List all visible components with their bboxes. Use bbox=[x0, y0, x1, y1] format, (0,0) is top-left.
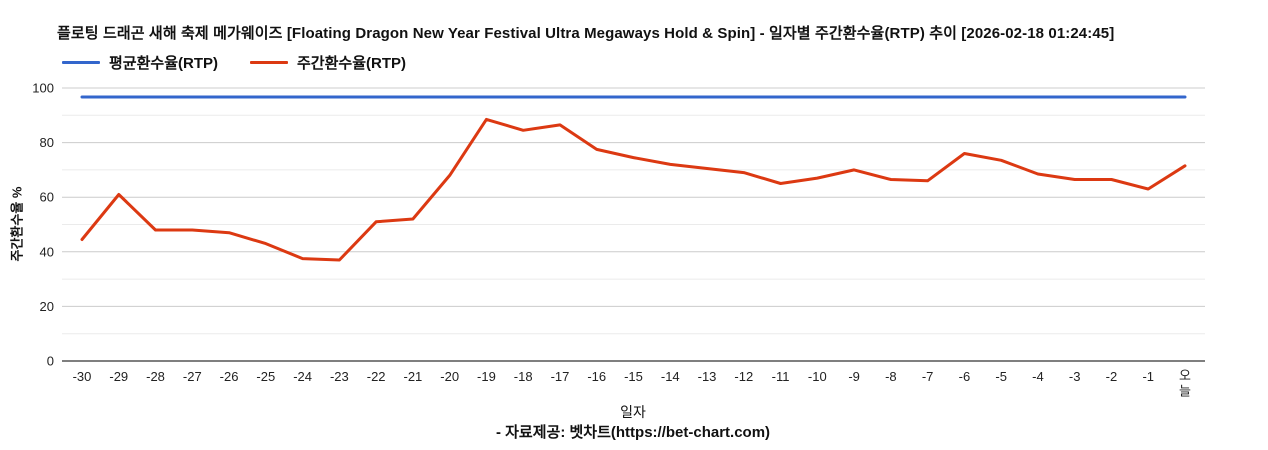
x-axis-tick-label: -12 bbox=[734, 369, 753, 384]
x-axis-tick-label: -6 bbox=[959, 369, 971, 384]
x-axis-tick-label: -10 bbox=[808, 369, 827, 384]
x-axis-tick-label: -28 bbox=[146, 369, 165, 384]
x-axis-tick-label: -30 bbox=[73, 369, 92, 384]
x-axis-tick-label: -18 bbox=[514, 369, 533, 384]
y-axis-tick-label: 80 bbox=[40, 135, 54, 150]
legend-item-weekly-rtp[interactable]: 주간환수율(RTP) bbox=[250, 52, 406, 73]
y-axis-tick-label: 60 bbox=[40, 190, 54, 205]
average-rtp-line-swatch-icon bbox=[62, 61, 100, 64]
x-axis-tick-label: -16 bbox=[587, 369, 606, 384]
x-axis-tick-label: -9 bbox=[848, 369, 860, 384]
y-axis-tick-label: 100 bbox=[32, 81, 54, 96]
x-axis-tick-label: -8 bbox=[885, 369, 897, 384]
x-axis-tick-label: -25 bbox=[256, 369, 275, 384]
y-axis-tick-label: 0 bbox=[47, 354, 54, 369]
y-axis-tick-label: 20 bbox=[40, 299, 54, 314]
x-axis-tick-label-today: 늘 bbox=[1179, 384, 1191, 399]
footer-credit: - 자료제공: 벳차트(https://bet-chart.com) bbox=[495, 424, 771, 441]
x-axis-tick-label: -26 bbox=[220, 369, 239, 384]
x-axis-tick-label: -2 bbox=[1106, 369, 1118, 384]
x-axis-tick-label: -23 bbox=[330, 369, 349, 384]
x-axis-tick-label: -14 bbox=[661, 369, 680, 384]
chart-title: 플로팅 드래곤 새해 축제 메가웨이즈 [Floating Dragon New… bbox=[57, 25, 1115, 42]
x-axis-tick-label: -7 bbox=[922, 369, 934, 384]
x-axis-tick-label: -22 bbox=[367, 369, 386, 384]
x-axis-tick-label-today: 오 bbox=[1179, 368, 1191, 383]
x-axis-tick-label: -20 bbox=[440, 369, 459, 384]
x-axis-tick-label: -11 bbox=[772, 369, 790, 384]
weekly-rtp-line-swatch-icon bbox=[250, 61, 288, 64]
legend-item-average-rtp[interactable]: 평균환수율(RTP) bbox=[62, 52, 218, 73]
weekly-rtp-line bbox=[80, 117, 1187, 262]
x-axis-tick-label: -27 bbox=[183, 369, 202, 384]
x-axis-tick-label: -3 bbox=[1069, 369, 1081, 384]
x-axis-tick-label: -4 bbox=[1032, 369, 1044, 384]
chart-legend: 평균환수율(RTP) 주간환수율(RTP) bbox=[62, 52, 406, 73]
x-axis-tick-label: -17 bbox=[551, 369, 570, 384]
x-axis-tick-label: -1 bbox=[1142, 369, 1154, 384]
x-axis-tick-label: -13 bbox=[698, 369, 717, 384]
x-axis-tick-label: -19 bbox=[477, 369, 496, 384]
y-axis-title: 주간환수율 % bbox=[9, 186, 25, 262]
legend-label-average-rtp: 평균환수율(RTP) bbox=[109, 55, 218, 72]
x-axis-title: 일자 bbox=[620, 404, 646, 420]
x-axis-tick-label: -5 bbox=[995, 369, 1007, 384]
x-axis-tick-label: -24 bbox=[293, 369, 312, 384]
legend-label-weekly-rtp: 주간환수율(RTP) bbox=[297, 55, 406, 72]
x-axis-tick-label: -29 bbox=[109, 369, 128, 384]
y-axis-tick-label: 40 bbox=[40, 244, 54, 259]
x-axis-tick-label: -15 bbox=[624, 369, 643, 384]
x-axis-tick-label: -21 bbox=[404, 369, 423, 384]
